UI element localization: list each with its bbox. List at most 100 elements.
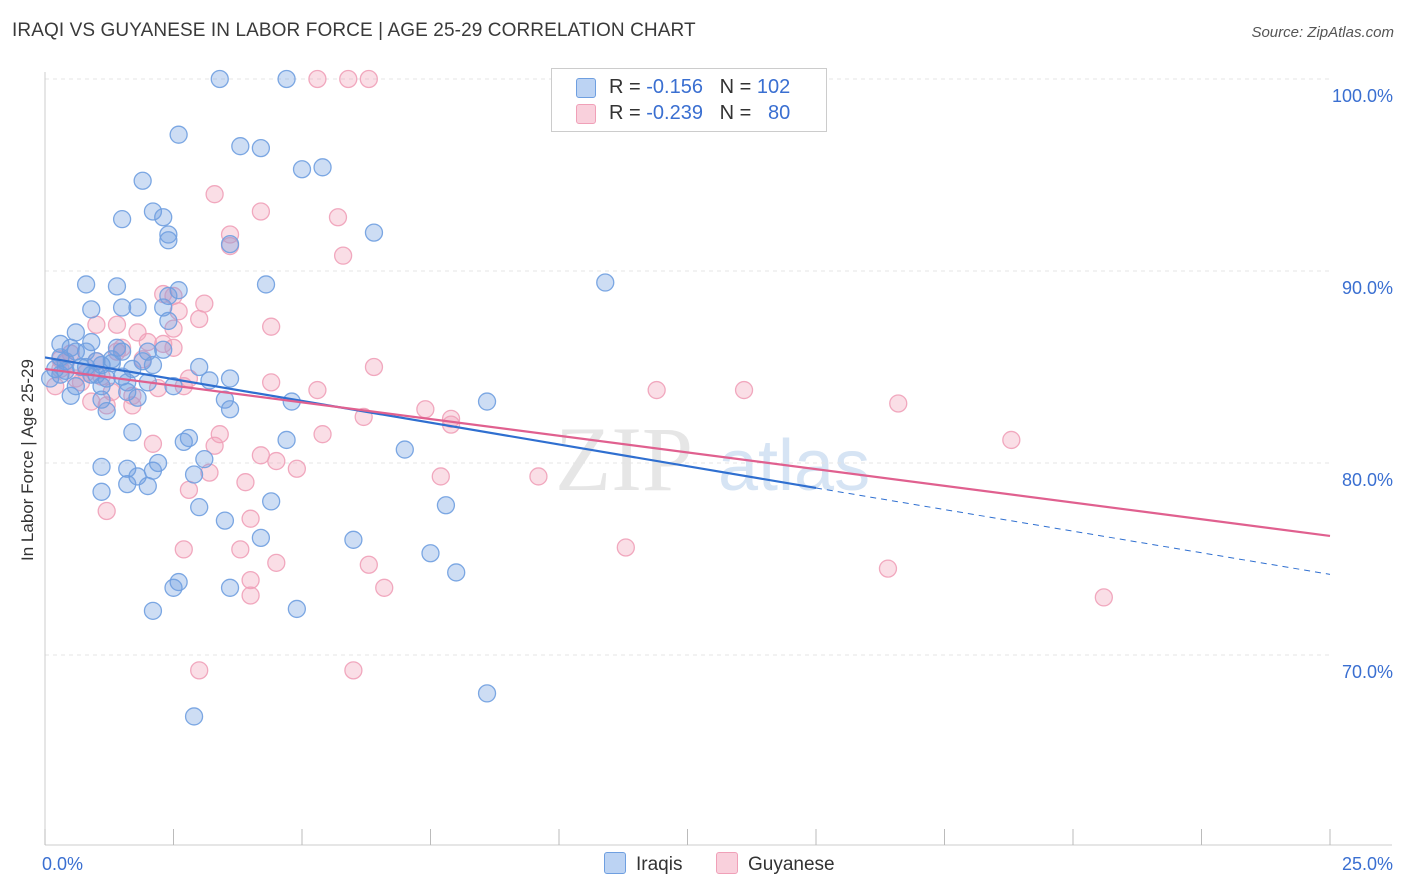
data-point-guyanese xyxy=(647,380,666,400)
data-point-iraqis xyxy=(313,158,332,177)
data-point-iraqis xyxy=(436,496,456,515)
data-point-guyanese xyxy=(107,315,127,334)
legend-n-value-guyanese: 80 xyxy=(768,102,791,124)
bottom-legend-iraqis-label: Iraqis xyxy=(636,854,683,875)
data-point-guyanese xyxy=(308,69,327,89)
source-label: Source: ZipAtlas.com xyxy=(1251,24,1394,41)
data-point-iraqis xyxy=(220,578,240,597)
data-point-guyanese xyxy=(339,69,358,89)
iraqis-swatch xyxy=(604,852,626,874)
iraqis-points xyxy=(40,69,615,726)
data-point-guyanese xyxy=(287,459,307,478)
data-point-guyanese xyxy=(262,373,281,392)
data-point-guyanese xyxy=(241,570,260,590)
data-point-iraqis xyxy=(143,601,163,620)
data-point-iraqis xyxy=(154,340,173,359)
data-point-iraqis xyxy=(138,342,157,361)
data-point-iraqis xyxy=(164,578,183,597)
data-point-iraqis xyxy=(76,275,96,294)
data-point-iraqis xyxy=(215,511,235,530)
data-point-guyanese xyxy=(364,357,384,377)
guyanese-swatch xyxy=(576,104,596,124)
bottom-legend-guyanese: Guyanese xyxy=(716,852,835,876)
legend-r-value-iraqis: -0.156 xyxy=(646,76,703,98)
data-point-guyanese xyxy=(359,69,378,89)
data-point-iraqis xyxy=(143,355,163,375)
data-point-guyanese xyxy=(1094,588,1113,607)
grid-lines xyxy=(45,78,1330,656)
data-point-guyanese xyxy=(359,555,378,574)
data-point-iraqis xyxy=(82,300,101,319)
data-point-guyanese xyxy=(431,467,450,486)
data-point-iraqis xyxy=(169,281,188,300)
data-point-iraqis xyxy=(154,298,173,317)
data-point-guyanese xyxy=(87,315,106,334)
data-point-iraqis xyxy=(364,223,384,242)
data-point-guyanese xyxy=(241,509,260,528)
data-point-guyanese xyxy=(231,540,250,559)
data-point-iraqis xyxy=(66,377,85,396)
x-tick-label-min: 0.0% xyxy=(42,854,83,874)
data-point-guyanese xyxy=(205,185,224,204)
data-point-iraqis xyxy=(477,684,497,703)
data-point-iraqis xyxy=(421,544,440,563)
data-point-iraqis xyxy=(287,599,307,619)
data-point-iraqis xyxy=(447,563,466,582)
data-point-iraqis xyxy=(195,450,214,469)
data-point-guyanese xyxy=(889,394,908,413)
data-point-iraqis xyxy=(138,476,157,496)
data-point-guyanese xyxy=(190,309,209,329)
data-point-guyanese xyxy=(179,480,199,500)
legend-n-label: N = xyxy=(719,102,752,124)
data-point-iraqis xyxy=(82,332,101,352)
data-point-iraqis xyxy=(179,428,199,448)
data-point-iraqis xyxy=(215,390,235,409)
legend-r-label: R = xyxy=(609,102,641,124)
data-point-iraqis xyxy=(231,137,250,156)
data-point-iraqis xyxy=(97,402,116,421)
bottom-legend-iraqis: Iraqis xyxy=(604,852,682,876)
correlation-legend: R = -0.156 N = 102 R = -0.239 N = 80 xyxy=(551,68,827,132)
legend-r-value-guyanese: -0.239 xyxy=(646,102,703,124)
data-point-guyanese xyxy=(1002,430,1021,450)
data-point-guyanese xyxy=(375,578,394,597)
data-point-guyanese xyxy=(251,446,271,465)
legend-r-label: R = xyxy=(609,76,641,98)
data-point-iraqis xyxy=(190,498,209,517)
data-point-guyanese xyxy=(308,380,327,400)
data-point-iraqis xyxy=(220,369,240,388)
data-point-guyanese xyxy=(97,396,116,415)
data-point-guyanese xyxy=(210,425,229,444)
watermark-zip: ZIP xyxy=(555,408,693,510)
data-point-guyanese xyxy=(174,540,193,559)
data-point-iraqis xyxy=(190,357,209,377)
data-point-iraqis xyxy=(128,298,147,317)
data-point-iraqis xyxy=(143,202,163,221)
data-point-iraqis xyxy=(66,323,85,342)
data-point-iraqis xyxy=(133,171,152,190)
data-point-iraqis xyxy=(210,69,229,89)
trend-line-iraqis xyxy=(44,356,817,490)
data-point-guyanese xyxy=(262,317,281,336)
guyanese-swatch xyxy=(716,852,738,874)
data-point-iraqis xyxy=(159,225,178,244)
data-point-iraqis xyxy=(92,390,111,409)
data-point-iraqis xyxy=(51,334,70,354)
bottom-legend-guyanese-label: Guyanese xyxy=(748,854,835,875)
data-point-iraqis xyxy=(112,210,132,229)
data-point-guyanese xyxy=(734,380,754,400)
data-point-iraqis xyxy=(262,492,281,511)
data-point-iraqis xyxy=(184,707,204,726)
data-point-iraqis xyxy=(169,125,188,144)
data-point-iraqis xyxy=(112,298,132,317)
data-point-guyanese xyxy=(313,425,332,444)
data-point-guyanese xyxy=(143,434,163,453)
guyanese-points xyxy=(46,69,1113,680)
data-point-guyanese xyxy=(241,586,260,605)
trend-line-guyanese xyxy=(44,367,1331,538)
data-point-iraqis xyxy=(128,388,147,407)
data-point-iraqis xyxy=(123,423,142,442)
data-point-guyanese xyxy=(416,400,435,419)
data-point-guyanese xyxy=(529,467,548,486)
